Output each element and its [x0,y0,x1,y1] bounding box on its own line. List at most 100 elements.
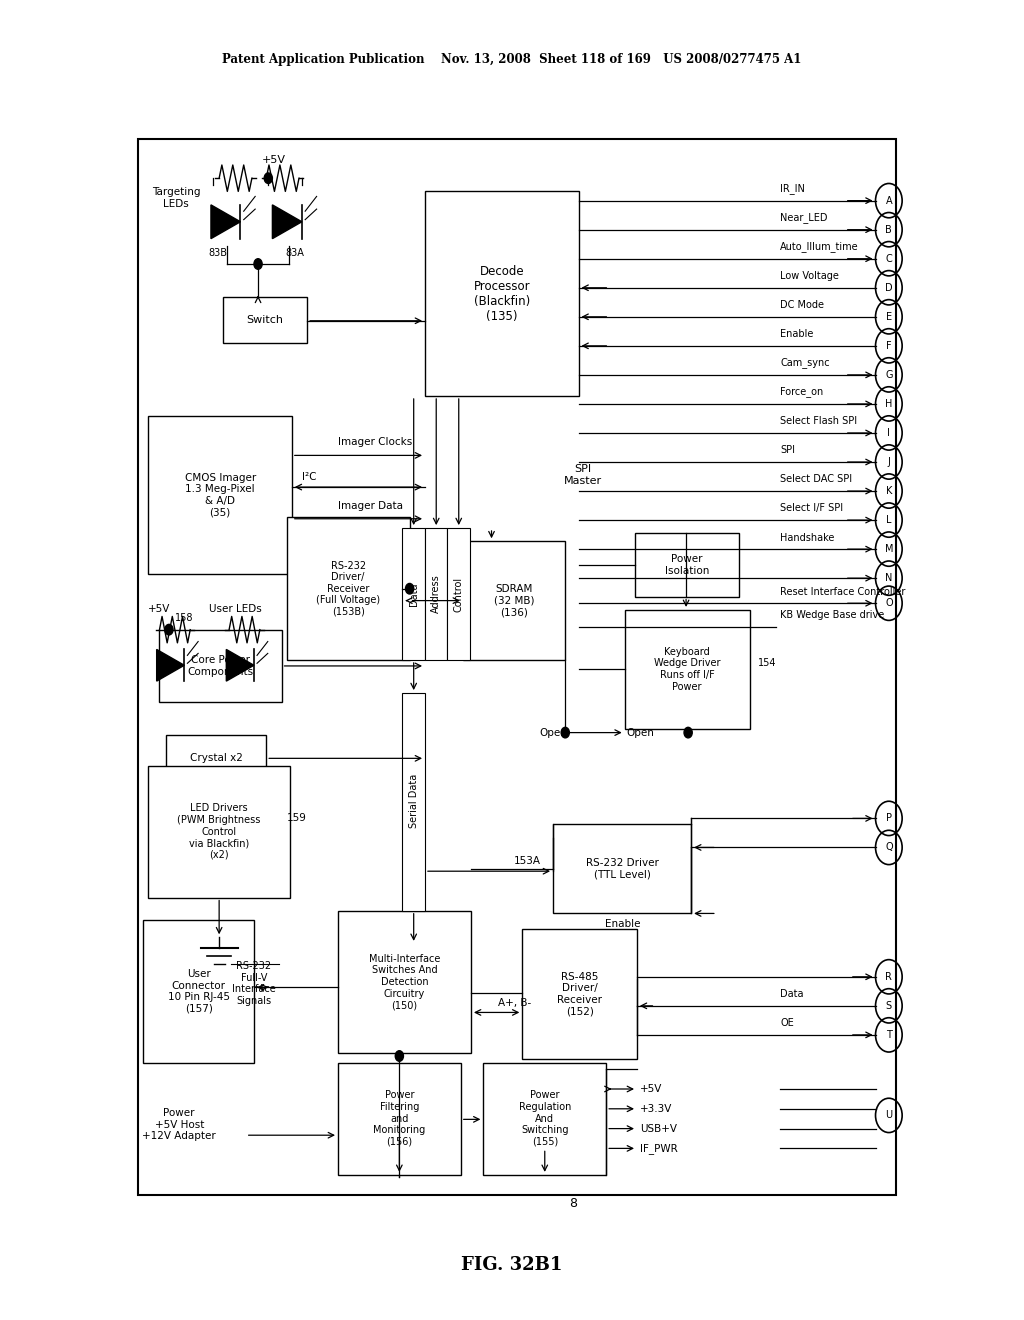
Text: Keyboard
Wedge Driver
Runs off I/F
Power: Keyboard Wedge Driver Runs off I/F Power [654,647,720,692]
Polygon shape [226,649,254,681]
Text: Near_LED: Near_LED [780,213,827,223]
Text: Switch: Switch [247,315,284,325]
Bar [625,610,750,729]
Text: Imager Clocks: Imager Clocks [338,437,413,447]
Text: +5V: +5V [147,603,170,614]
Text: Open: Open [539,727,567,738]
Text: Select DAC SPI: Select DAC SPI [780,474,852,484]
Text: M: M [885,544,893,554]
Bar [148,416,292,574]
Text: RS-485
Driver/
Receiver
(152): RS-485 Driver/ Receiver (152) [557,972,602,1016]
Text: D: D [885,282,893,293]
Text: Multi-Interface
Switches And
Detection
Circuitry
(150): Multi-Interface Switches And Detection C… [369,954,440,1010]
Text: 83A: 83A [286,248,304,259]
Text: A+, B-: A+, B- [499,998,531,1008]
Text: User
Connector
10 Pin RJ-45
(157): User Connector 10 Pin RJ-45 (157) [168,969,229,1014]
Text: P: P [886,813,892,824]
Text: Power
Filtering
and
Monitoring
(156): Power Filtering and Monitoring (156) [373,1090,426,1147]
Circle shape [254,259,262,269]
Text: RS-232
Driver/
Receiver
(Full Voltage)
(153B): RS-232 Driver/ Receiver (Full Voltage) (… [316,561,380,616]
Text: KB Wedge Base drive: KB Wedge Base drive [780,610,885,620]
Text: +5V: +5V [640,1084,663,1094]
Text: Handshake: Handshake [780,532,835,543]
Text: +3.3V: +3.3V [640,1104,673,1114]
Text: Data: Data [409,582,419,606]
Bar [553,824,691,913]
Bar [425,528,447,660]
Text: LED Drivers
(PWM Brightness
Control
via Blackfin)
(x2): LED Drivers (PWM Brightness Control via … [177,804,261,859]
Text: Q: Q [885,842,893,853]
Text: Enable: Enable [605,919,640,929]
Text: Reset Interface Controller: Reset Interface Controller [780,586,905,597]
Text: Select I/F SPI: Select I/F SPI [780,503,844,513]
Text: 159: 159 [287,813,306,824]
Text: K: K [886,486,892,496]
Text: Decode
Processor
(Blackfin)
(135): Decode Processor (Blackfin) (135) [473,265,530,322]
Bar [483,1063,606,1175]
Polygon shape [211,205,241,239]
Bar [447,528,470,660]
Text: I²C: I²C [302,471,316,482]
Text: C: C [886,253,892,264]
Text: F: F [886,341,892,351]
Text: User LEDs: User LEDs [209,603,262,614]
Bar [287,517,410,660]
Text: Patent Application Publication    Nov. 13, 2008  Sheet 118 of 169   US 2008/0277: Patent Application Publication Nov. 13, … [222,53,802,66]
Text: U: U [886,1110,892,1121]
Bar [138,139,896,1195]
Text: Crystal x2: Crystal x2 [189,754,243,763]
Text: 83B: 83B [209,248,227,259]
Text: RS-232 Driver
(TTL Level): RS-232 Driver (TTL Level) [586,858,658,879]
Text: SDRAM
(32 MB)
(136): SDRAM (32 MB) (136) [494,583,535,618]
Text: Imager Data: Imager Data [338,500,402,511]
Text: Cam_sync: Cam_sync [780,358,829,368]
Polygon shape [272,205,302,239]
Text: Enable: Enable [780,329,814,339]
Bar [338,1063,461,1175]
Text: FIG. 32B1: FIG. 32B1 [462,1255,562,1274]
Bar [148,766,290,898]
Text: RS-232
Full-V
Interface
Signals: RS-232 Full-V Interface Signals [232,961,275,1006]
Text: Select Flash SPI: Select Flash SPI [780,416,857,426]
Text: Data: Data [780,989,804,999]
Text: L: L [886,515,892,525]
Bar [522,929,637,1059]
Text: G: G [885,370,893,380]
Text: B: B [886,224,892,235]
Text: S: S [886,1001,892,1011]
Text: DC Mode: DC Mode [780,300,824,310]
Text: 154: 154 [758,657,776,668]
Circle shape [264,173,272,183]
Text: CMOS Imager
1.3 Meg-Pixel
& A/D
(35): CMOS Imager 1.3 Meg-Pixel & A/D (35) [184,473,256,517]
Circle shape [561,727,569,738]
Text: 8: 8 [569,1197,578,1210]
Text: H: H [885,399,893,409]
Bar [463,541,565,660]
Bar [143,920,254,1063]
Text: O: O [885,598,893,609]
Bar [223,297,307,343]
Text: OE: OE [780,1018,794,1028]
Text: 153A: 153A [514,855,541,866]
Text: SPI: SPI [780,445,796,455]
Text: 158: 158 [175,612,194,623]
Circle shape [406,583,414,594]
Text: E: E [886,312,892,322]
Circle shape [165,624,173,635]
Text: +5V: +5V [261,154,286,165]
Text: R: R [886,972,892,982]
Bar [166,735,266,781]
Text: Power
Regulation
And
Switching
(155): Power Regulation And Switching (155) [518,1090,571,1147]
Text: Power
Isolation: Power Isolation [665,554,710,576]
Text: A: A [886,195,892,206]
Text: Serial Data: Serial Data [409,774,419,829]
Text: J: J [888,457,890,467]
Bar [635,533,739,597]
Text: IF_PWR: IF_PWR [640,1143,678,1154]
Bar [402,693,425,911]
Text: Core Power
Components: Core Power Components [187,655,253,677]
Text: Low Voltage: Low Voltage [780,271,839,281]
Polygon shape [157,649,184,681]
Text: T: T [886,1030,892,1040]
Bar [402,528,425,660]
